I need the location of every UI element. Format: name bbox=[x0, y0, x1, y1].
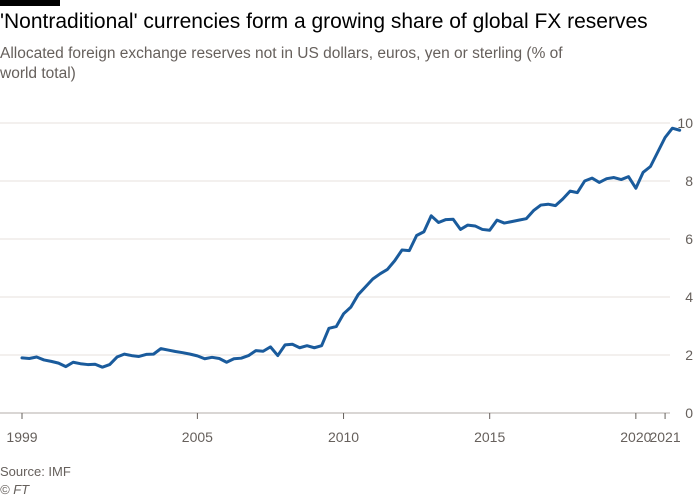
copyright-note: © FT bbox=[0, 482, 30, 497]
series-line bbox=[20, 126, 682, 369]
brand-bar bbox=[0, 0, 60, 6]
x-tick-label: 1999 bbox=[6, 429, 37, 445]
x-tick-label: 2005 bbox=[182, 429, 213, 445]
y-tick-label: 10 bbox=[677, 115, 693, 131]
x-tick-label: 2015 bbox=[474, 429, 505, 445]
y-tick-label: 8 bbox=[685, 173, 693, 189]
y-tick-label: 0 bbox=[685, 405, 693, 421]
chart-subtitle: Allocated foreign exchange reserves not … bbox=[0, 45, 563, 82]
chart-title: 'Nontraditional' currencies form a growi… bbox=[0, 10, 648, 33]
x-tick-label: 2010 bbox=[328, 429, 359, 445]
x-tick-label: 2021 bbox=[649, 429, 680, 445]
y-tick-label: 4 bbox=[685, 289, 693, 305]
y-tick-label: 2 bbox=[685, 347, 693, 363]
x-tick-label: 2020 bbox=[620, 429, 651, 445]
source-note: Source: IMF bbox=[0, 464, 71, 479]
y-tick-label: 6 bbox=[685, 231, 693, 247]
